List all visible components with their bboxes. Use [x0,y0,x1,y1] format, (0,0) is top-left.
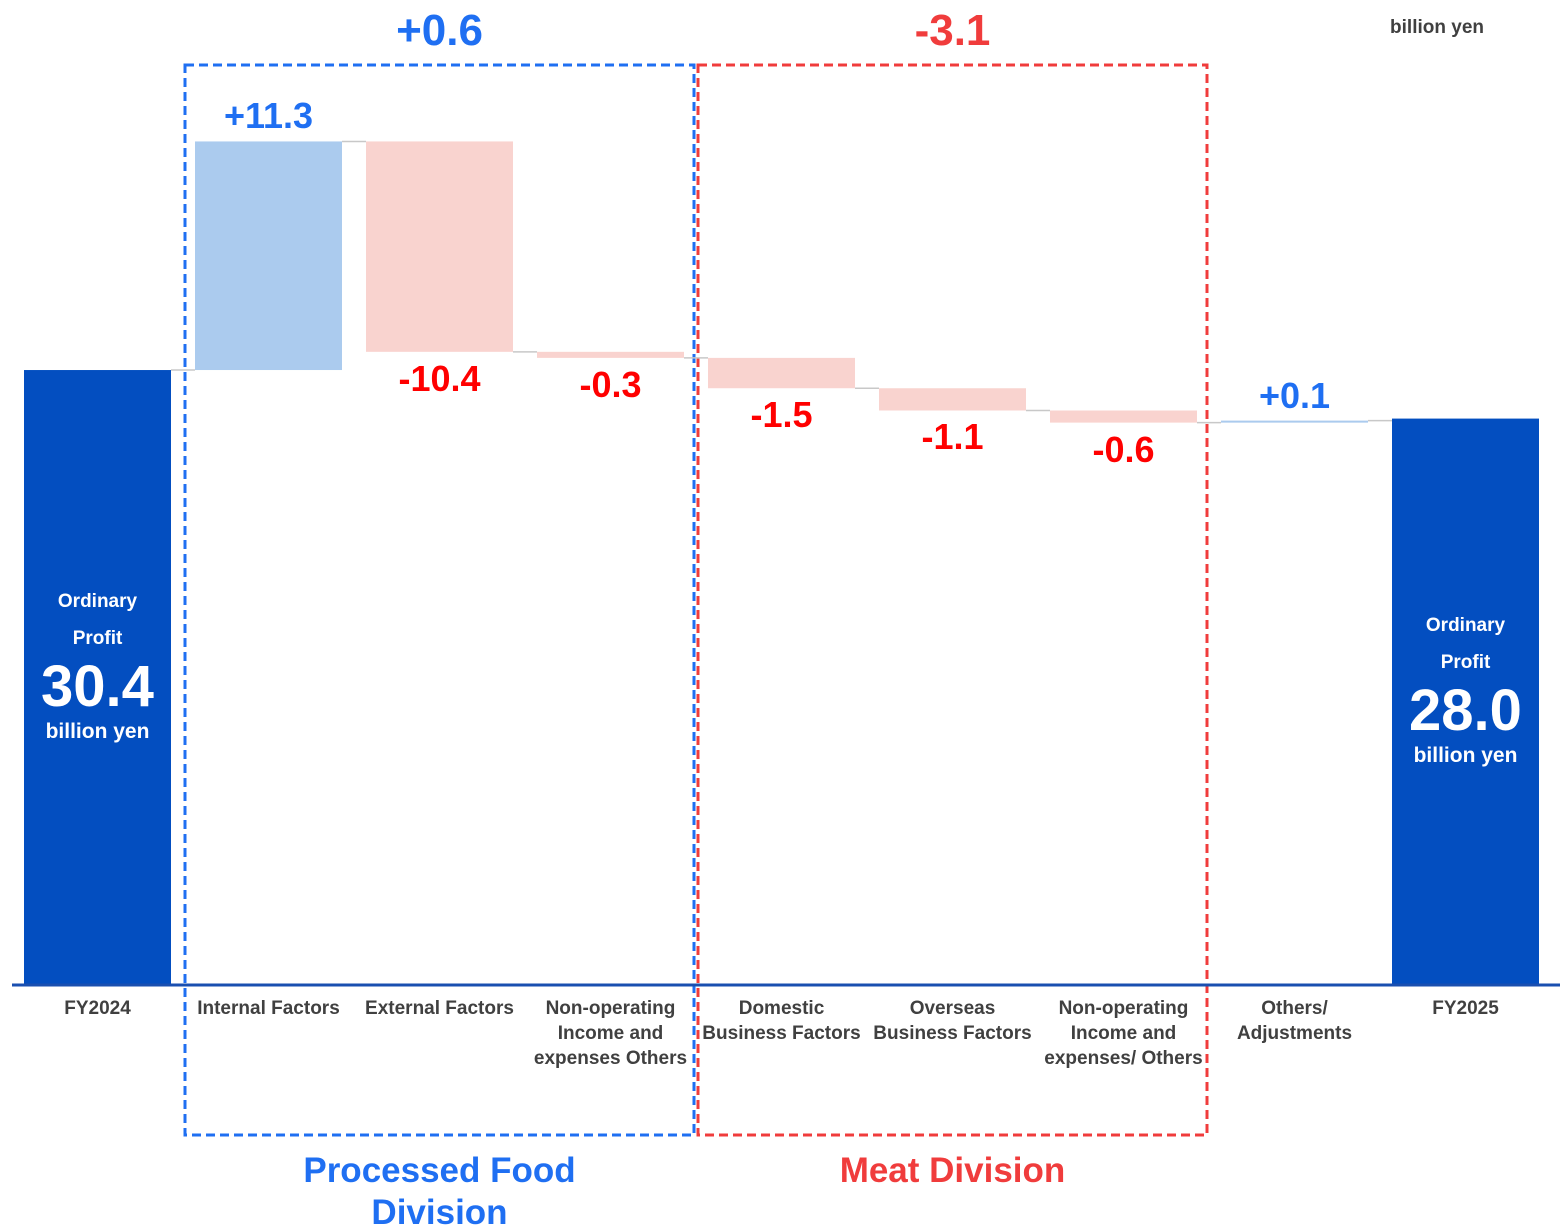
x-tick-label: Non-operating Income and expenses/ Other… [1044,998,1203,1070]
bar [366,141,513,352]
value-label: +0.1 [1258,374,1331,416]
x-tick-label: Domestic Business Factors [702,998,861,1045]
unit-label: billion yen [1390,17,1484,38]
bar [879,388,1026,411]
value-label: -1.5 [750,394,813,436]
group-box [183,63,696,1137]
total-unit: billion yen [1413,743,1518,767]
bar [1392,418,1539,985]
group-change: +0.6 [396,6,483,55]
value-label: +11.3 [223,95,314,137]
bar [195,141,342,371]
x-tick-label: FY2024 [64,998,131,1019]
total-value: 28.0 [1409,677,1522,743]
group-name: Meat Division [839,1151,1066,1190]
x-tick-label: Others/ Adjustments [1236,998,1353,1045]
total-caption: Ordinary Profit [1425,614,1506,673]
total-label-box: Ordinary Profit 28.0 billion yen [1392,607,1539,769]
value-label: -0.3 [579,363,642,405]
x-tick-label: FY2025 [1432,998,1499,1019]
total-value: 30.4 [41,653,154,719]
group-box [696,63,1209,1137]
x-tick-label: Non-operating Income and expenses Others [533,998,688,1070]
total-caption: Ordinary Profit [57,590,138,649]
total-unit: billion yen [45,719,150,743]
bar [1050,410,1197,423]
value-label: -10.4 [398,357,481,399]
total-label-box: Ordinary Profit 30.4 billion yen [24,583,171,745]
x-tick-label: External Factors [365,998,514,1019]
x-tick-label: Overseas Business Factors [873,998,1032,1045]
x-tick-label: Internal Factors [197,998,340,1019]
bar [708,357,855,389]
value-label: -1.1 [921,416,984,458]
bar [24,370,171,985]
bar [1221,420,1368,423]
value-label: -0.6 [1092,428,1155,470]
bar [537,351,684,358]
group-name: Processed Food Division [303,1151,576,1232]
group-change: -3.1 [914,6,991,55]
